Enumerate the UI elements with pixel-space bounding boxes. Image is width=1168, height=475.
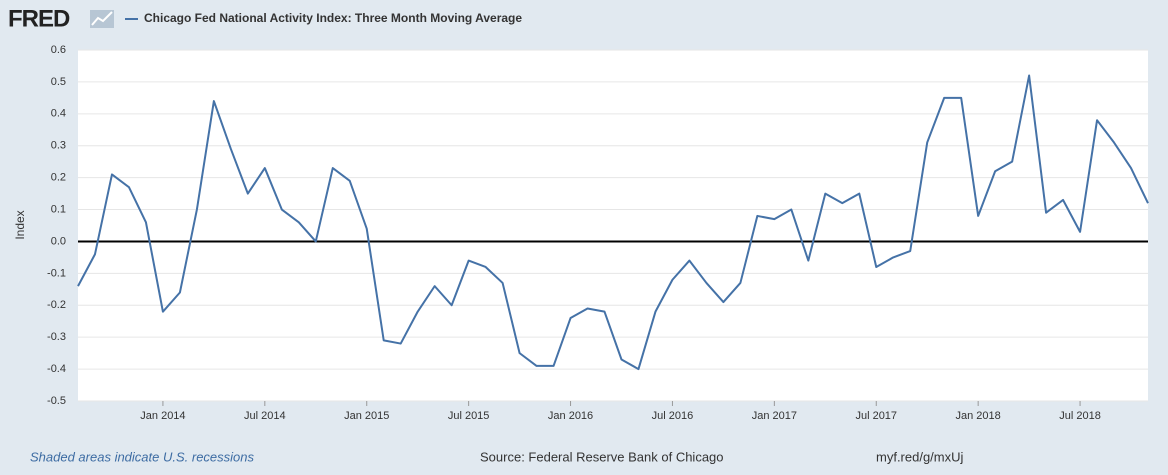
x-tick-label: Jan 2014 (140, 410, 185, 422)
link[interactable]: myf.red/g/mxUj (876, 449, 964, 464)
line-series (77, 74, 1149, 371)
y-tick-label: -0.5 (47, 395, 66, 407)
logo-icon (90, 10, 114, 28)
y-tick-label: 0.2 (51, 172, 66, 184)
y-tick-label: 0.6 (51, 44, 66, 56)
legend-label: Chicago Fed National Activity Index: Thr… (144, 11, 522, 25)
logo: FRED (8, 5, 70, 32)
y-tick-label: 0.5 (51, 76, 66, 88)
recession-note[interactable]: Shaded areas indicate U.S. recessions (30, 449, 255, 464)
x-tick-label: Jan 2016 (548, 410, 593, 422)
x-tick-label: Jul 2016 (652, 410, 694, 422)
y-tick-label: -0.1 (47, 267, 66, 279)
y-tick-label: -0.4 (47, 363, 66, 375)
x-tick-label: Jul 2015 (448, 410, 490, 422)
x-tick-label: Jul 2014 (244, 410, 286, 422)
plot-area (78, 50, 1148, 401)
y-tick-label: -0.2 (47, 299, 66, 311)
y-tick-label: 0.1 (51, 203, 66, 215)
y-tick-label: -0.3 (47, 331, 66, 343)
x-tick-label: Jul 2018 (1059, 410, 1101, 422)
x-tick-label: Jul 2017 (855, 410, 897, 422)
y-tick-label: 0.3 (51, 140, 66, 152)
source: Source: Federal Reserve Bank of Chicago (480, 449, 724, 464)
x-tick-label: Jan 2015 (344, 410, 389, 422)
y-tick-label: 0.0 (51, 235, 66, 247)
x-tick-label: Jan 2018 (956, 410, 1001, 422)
y-tick-label: 0.4 (51, 108, 66, 120)
y-axis-label: Index (13, 210, 27, 239)
x-tick-label: Jan 2017 (752, 410, 797, 422)
